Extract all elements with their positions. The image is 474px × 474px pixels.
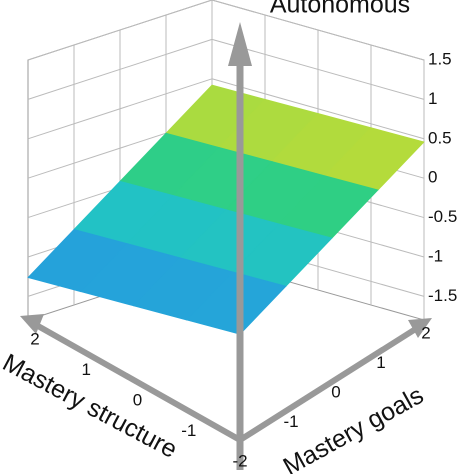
y-tick-label: 1 bbox=[376, 353, 385, 372]
z-tick-label: -1 bbox=[428, 246, 443, 265]
z-tick-label: -1.5 bbox=[428, 286, 457, 305]
x-axis-arrow bbox=[36, 323, 242, 443]
x-tick-label: 2 bbox=[30, 329, 39, 348]
x-tick-label: -1 bbox=[181, 421, 196, 440]
x-tick-label: -2 bbox=[232, 451, 247, 470]
y-axis-arrowhead bbox=[408, 318, 432, 338]
z-tick-label: 1 bbox=[428, 89, 437, 108]
z-axis-title: Autonomous bbox=[270, 0, 410, 19]
axes bbox=[20, 22, 432, 470]
y-axis-arrow bbox=[238, 327, 416, 443]
surface bbox=[27, 84, 425, 335]
x-axis-arrowhead bbox=[20, 314, 44, 334]
y-tick-label: -1 bbox=[283, 412, 298, 431]
z-axis-arrowhead bbox=[228, 22, 252, 66]
z-tick-label: 0 bbox=[428, 168, 437, 187]
z-tick-label: 1.5 bbox=[428, 49, 452, 68]
y-tick-label: 2 bbox=[421, 323, 430, 342]
z-tick-label: -0.5 bbox=[428, 207, 457, 226]
x-tick-label: 1 bbox=[82, 360, 91, 379]
y-tick-label: 0 bbox=[331, 382, 340, 401]
x-tick-label: 0 bbox=[133, 390, 142, 409]
z-tick-label: 0.5 bbox=[428, 128, 452, 147]
